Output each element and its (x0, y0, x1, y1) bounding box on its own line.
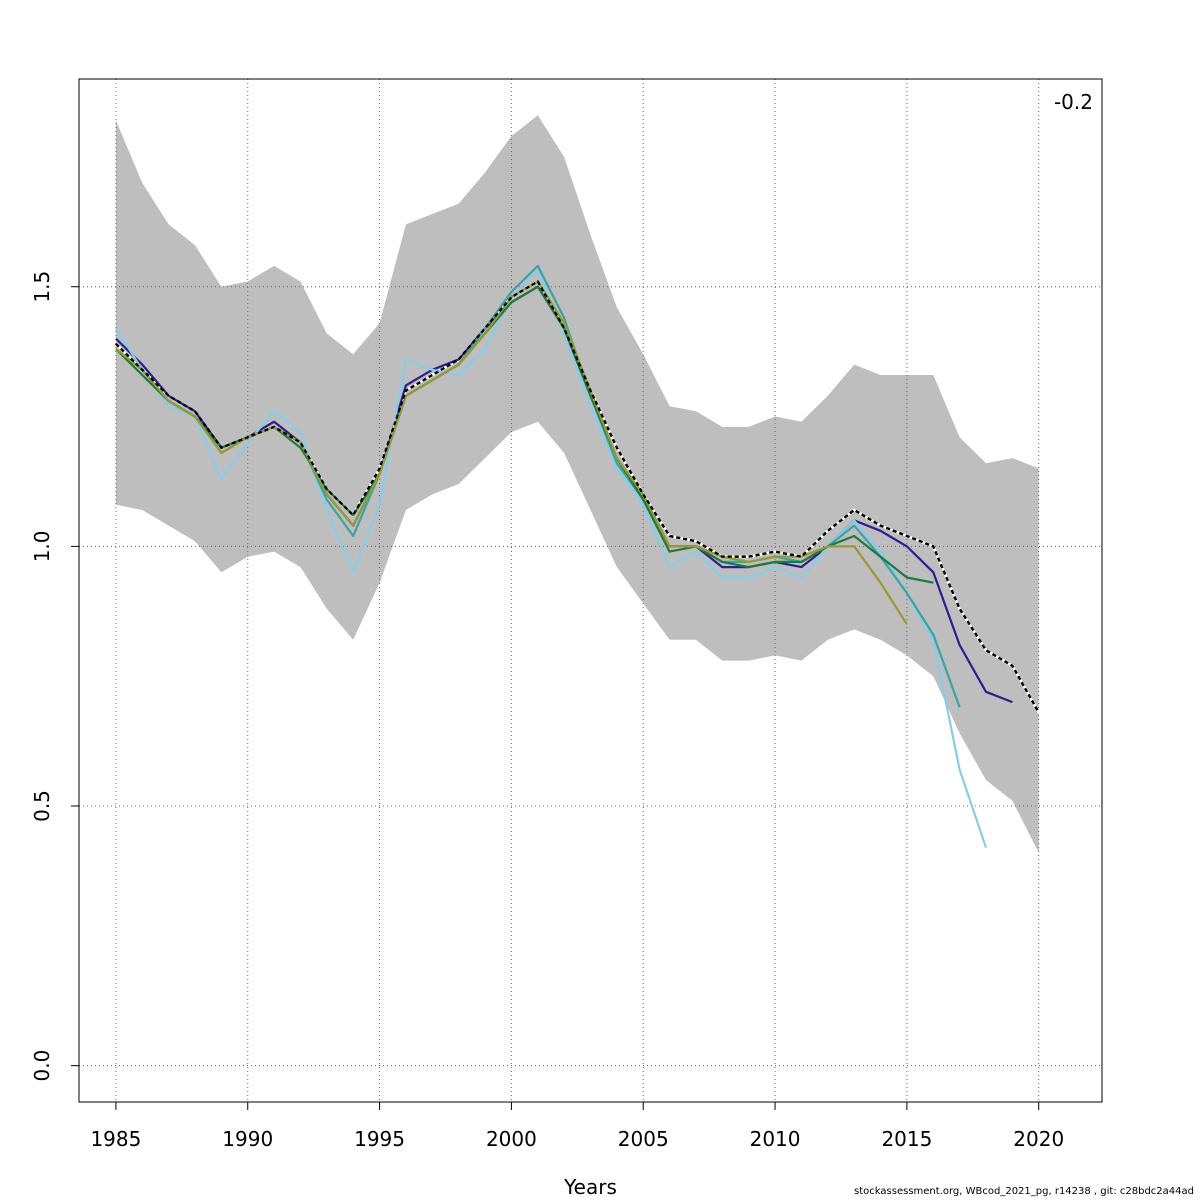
x-tick-label: 1990 (222, 1127, 273, 1151)
x-tick-label: 2015 (881, 1127, 932, 1151)
series-layer (114, 264, 1040, 848)
y-tick-label: 0.5 (30, 790, 54, 822)
x-tick-label: 2005 (618, 1127, 669, 1151)
estimate-annotation: -0.2 (1054, 90, 1093, 114)
y-tick-label: 1.5 (30, 271, 54, 303)
x-axis: 1985 1990 1995 2000 2005 2010 2015 2020 (90, 1101, 1064, 1151)
y-tick-label: 0.0 (30, 1050, 54, 1082)
y-tick-label: 1.0 (30, 530, 54, 562)
x-axis-title: Years (563, 1175, 617, 1199)
footer-credit: stockassessment.org, WBcod_2021_pg, r142… (854, 1186, 1194, 1197)
confidence-band-layer (115, 115, 1039, 853)
confidence-band (115, 115, 1039, 853)
x-tick-label: 1985 (90, 1127, 141, 1151)
x-tick-label: 2000 (486, 1127, 537, 1151)
x-tick-label: 1995 (354, 1127, 405, 1151)
y-axis: 0.0 0.5 1.0 1.5 (30, 271, 80, 1082)
x-tick-label: 2020 (1013, 1127, 1064, 1151)
series-line-reference-top (115, 279, 1040, 714)
x-tick-label: 2010 (750, 1127, 801, 1151)
